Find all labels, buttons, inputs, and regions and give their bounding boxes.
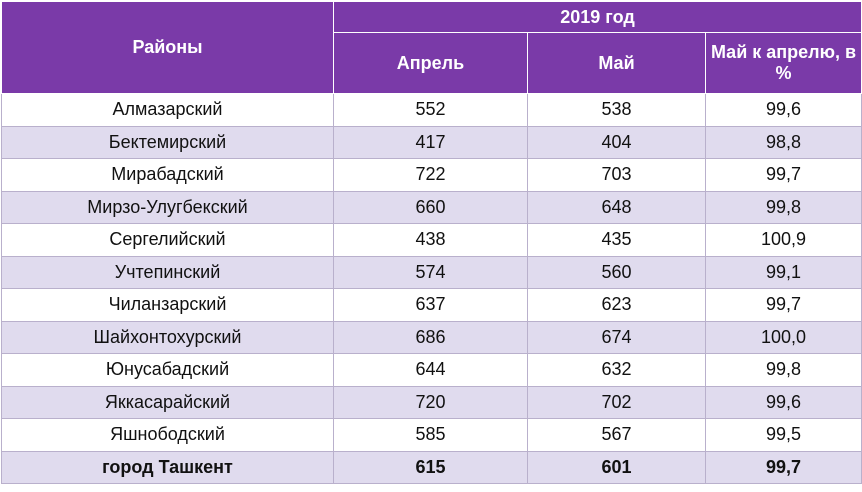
value-cell: 632 (527, 353, 706, 387)
district-cell: Юнусабадский (1, 353, 334, 387)
table-row: Мирабадский 722 703 99,7 (1, 158, 862, 192)
district-cell: Мирабадский (1, 158, 334, 192)
district-cell: Чиланзарский (1, 288, 334, 322)
value-cell: 99,8 (704, 190, 862, 224)
table-row: Алмазарский 552 538 99,6 (1, 93, 862, 127)
value-cell: 702 (527, 385, 706, 419)
value-cell: 99,7 (704, 450, 862, 484)
table-row: Яшнободский 585 567 99,5 (1, 418, 862, 452)
value-cell: 560 (527, 255, 706, 289)
value-cell: 703 (527, 158, 706, 192)
district-cell: город Ташкент (1, 450, 334, 484)
value-cell: 585 (333, 418, 528, 452)
value-cell: 660 (333, 190, 528, 224)
value-cell: 98,8 (704, 125, 862, 159)
table-row: город Ташкент 615 601 99,7 (1, 450, 862, 484)
value-cell: 404 (527, 125, 706, 159)
value-cell: 99,7 (704, 288, 862, 322)
value-cell: 100,9 (704, 223, 862, 257)
header-cell: Районы (1, 1, 334, 94)
value-cell: 637 (333, 288, 528, 322)
value-cell: 99,5 (704, 418, 862, 452)
table-row: Мирзо-Улугбекский 660 648 99,8 (1, 190, 862, 224)
district-cell: Алмазарский (1, 93, 334, 127)
table-row: Шайхонтохурский 686 674 100,0 (1, 320, 862, 354)
value-cell: 99,8 (704, 353, 862, 387)
header-cell: 2019 год (332, 1, 862, 33)
district-cell: Учтепинский (1, 255, 334, 289)
value-cell: 99,7 (704, 158, 862, 192)
header-cell: Май к апрелю, в % (704, 32, 862, 94)
value-cell: 567 (527, 418, 706, 452)
value-cell: 574 (333, 255, 528, 289)
value-cell: 99,6 (704, 93, 862, 127)
table-body: Алмазарский 552 538 99,6 Бектемирский 417 404 9… (1, 93, 862, 484)
table-row: Чиланзарский 637 623 99,7 (1, 288, 862, 322)
value-cell: 417 (333, 125, 528, 159)
district-cell: Бектемирский (1, 125, 334, 159)
value-cell: 438 (333, 223, 528, 257)
district-cell: Яккасарайский (1, 385, 334, 419)
district-cell: Сергелийский (1, 223, 334, 257)
value-cell: 644 (333, 353, 528, 387)
value-cell: 720 (333, 385, 528, 419)
district-cell: Мирзо-Улугбекский (1, 190, 334, 224)
table-row: Юнусабадский 644 632 99,8 (1, 353, 862, 387)
value-cell: 615 (333, 450, 528, 484)
value-cell: 686 (333, 320, 528, 354)
value-cell: 435 (527, 223, 706, 257)
value-cell: 538 (527, 93, 706, 127)
value-cell: 99,6 (704, 385, 862, 419)
value-cell: 100,0 (704, 320, 862, 354)
value-cell: 552 (333, 93, 528, 127)
table-row: Яккасарайский 720 702 99,6 (1, 385, 862, 419)
value-cell: 623 (527, 288, 706, 322)
table-row: Учтепинский 574 560 99,1 (1, 255, 862, 289)
district-cell: Шайхонтохурский (1, 320, 334, 354)
value-cell: 722 (333, 158, 528, 192)
value-cell: 99,1 (704, 255, 862, 289)
table-row: Бектемирский 417 404 98,8 (1, 125, 862, 159)
value-cell: 601 (527, 450, 706, 484)
table-row: Сергелийский 438 435 100,9 (1, 223, 862, 257)
district-cell: Яшнободский (1, 418, 334, 452)
value-cell: 674 (527, 320, 706, 354)
header-cell: Апрель (333, 32, 528, 94)
value-cell: 648 (527, 190, 706, 224)
header-cell: Май (527, 32, 706, 94)
